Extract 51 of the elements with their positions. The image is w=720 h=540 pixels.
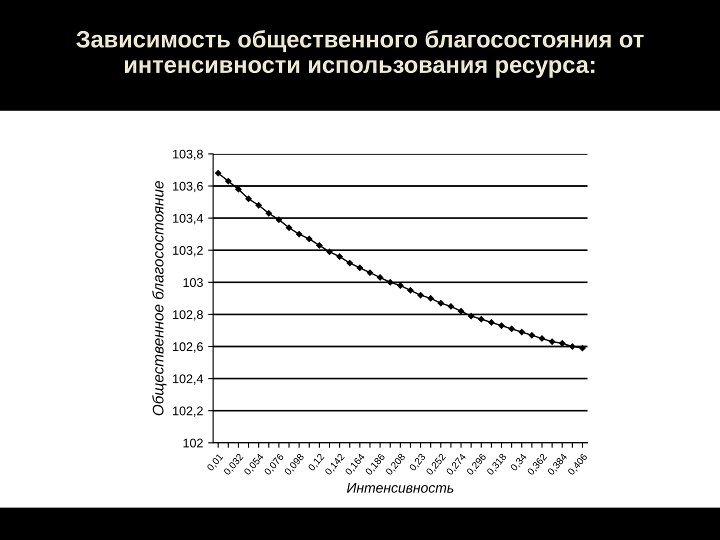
point — [478, 316, 484, 322]
point — [407, 287, 414, 294]
point — [438, 300, 444, 306]
point — [286, 224, 292, 231]
y-tick-label: 103,8 — [173, 150, 203, 160]
point — [356, 264, 363, 272]
point — [548, 338, 556, 345]
y-tick-label: 103 — [183, 278, 203, 287]
point — [306, 236, 312, 242]
point — [579, 344, 586, 352]
y-tick-label: 102 — [183, 438, 203, 448]
point — [508, 326, 515, 332]
chart-title: Зависимость общественного благосостояния от интенсивности использования ресурса: — [76, 30, 644, 78]
point — [215, 170, 222, 176]
y-tick-label: 102,8 — [173, 310, 203, 321]
point — [266, 210, 272, 216]
point — [336, 253, 343, 260]
point — [458, 308, 464, 314]
y-tick-label: 103,4 — [173, 214, 204, 224]
point — [417, 292, 424, 298]
point — [296, 231, 302, 238]
point — [428, 295, 434, 302]
y-axis-title: Общественное благосостояние — [152, 181, 166, 416]
point — [559, 340, 566, 346]
point — [376, 274, 384, 281]
point — [498, 322, 505, 329]
x-axis-title: Интенсивность — [346, 483, 454, 493]
point — [468, 312, 474, 320]
point — [256, 202, 262, 208]
x-tick-label: 0,01 — [206, 453, 224, 472]
point — [397, 282, 404, 289]
point — [276, 216, 282, 223]
point — [518, 328, 525, 336]
point — [528, 332, 536, 338]
y-tick-label: 103,2 — [173, 246, 203, 256]
point — [245, 196, 252, 202]
point — [448, 303, 454, 310]
y-tick-label: 103,6 — [173, 182, 203, 192]
y-tick-label: 102,2 — [173, 406, 203, 417]
point — [569, 343, 576, 350]
point — [538, 335, 546, 342]
point — [235, 186, 242, 192]
point — [387, 279, 394, 286]
point — [346, 260, 353, 266]
point — [488, 319, 495, 326]
point — [366, 270, 374, 276]
point — [326, 248, 333, 255]
y-tick-label: 102,6 — [173, 342, 203, 353]
point — [316, 242, 323, 249]
y-tick-label: 102,4 — [173, 374, 204, 385]
point — [225, 178, 232, 184]
